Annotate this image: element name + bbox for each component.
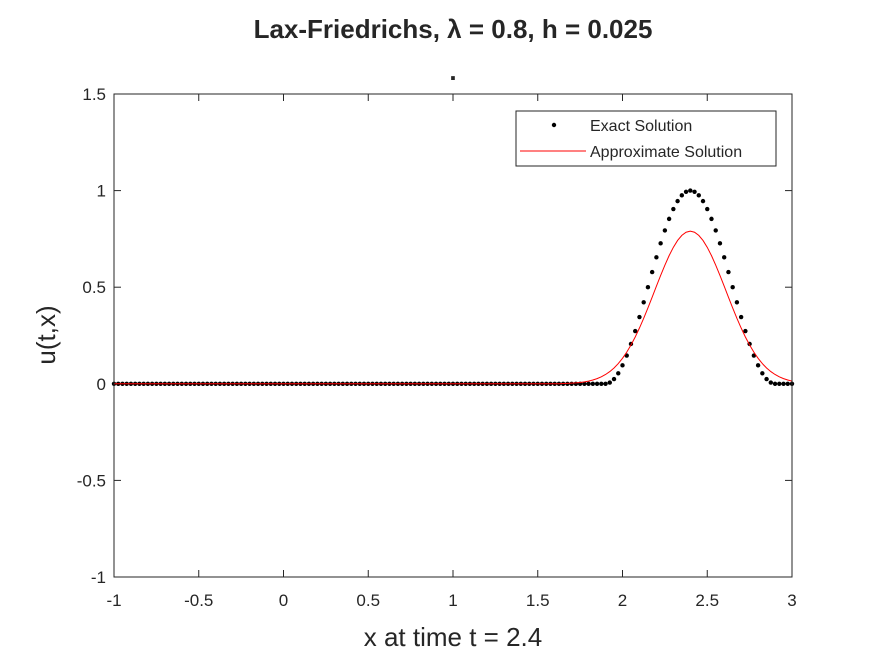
data-point bbox=[722, 255, 727, 260]
data-point bbox=[649, 269, 655, 275]
data-point bbox=[607, 380, 612, 385]
y-tick-label: -0.5 bbox=[77, 471, 106, 490]
data-point bbox=[777, 381, 782, 386]
data-point bbox=[586, 381, 591, 386]
x-tick-label: 0 bbox=[279, 591, 288, 610]
data-point bbox=[692, 189, 697, 194]
x-tick-label: 0.5 bbox=[356, 591, 380, 610]
legend-label: Exact Solution bbox=[590, 118, 692, 135]
data-point bbox=[658, 241, 663, 246]
data-point bbox=[671, 206, 676, 212]
data-point bbox=[594, 381, 600, 386]
data-point bbox=[760, 371, 765, 376]
data-point bbox=[730, 285, 735, 290]
data-point bbox=[738, 314, 744, 320]
legend-label: Approximate Solution bbox=[590, 144, 742, 161]
data-point bbox=[637, 314, 642, 320]
x-tick-label: 2 bbox=[618, 591, 627, 610]
data-point bbox=[641, 300, 646, 305]
legend-marker bbox=[551, 122, 557, 128]
data-point bbox=[781, 381, 786, 386]
data-point bbox=[666, 216, 672, 222]
data-point bbox=[713, 228, 718, 233]
chart-title-line: . bbox=[449, 56, 456, 86]
chart-title: Lax-Friedrichs, λ = 0.8, h = 0.025 bbox=[254, 14, 653, 44]
x-tick-label: -1 bbox=[106, 591, 121, 610]
data-point bbox=[620, 363, 625, 368]
data-point bbox=[709, 216, 714, 222]
y-tick-label: 1 bbox=[97, 182, 106, 201]
y-tick-label: 0.5 bbox=[82, 278, 106, 297]
data-point bbox=[700, 198, 706, 204]
data-point bbox=[696, 193, 701, 198]
plot-area bbox=[114, 94, 792, 577]
data-point bbox=[683, 189, 689, 194]
data-point bbox=[743, 328, 748, 334]
data-point bbox=[772, 381, 778, 386]
data-point bbox=[755, 363, 761, 368]
data-point bbox=[616, 371, 621, 376]
legend-box bbox=[515, 110, 777, 167]
data-point bbox=[611, 376, 617, 382]
data-point bbox=[679, 193, 685, 198]
data-point bbox=[633, 328, 638, 334]
data-point bbox=[675, 198, 680, 204]
data-point bbox=[726, 269, 731, 275]
data-point bbox=[590, 381, 596, 386]
x-axis-label: x at time t = 2.4 bbox=[364, 622, 542, 652]
data-point bbox=[768, 380, 774, 385]
data-point bbox=[734, 300, 740, 305]
axes-box bbox=[113, 93, 793, 578]
data-point bbox=[654, 255, 659, 260]
y-axis-label: u(t,x) bbox=[31, 305, 61, 364]
x-tick-label: 2.5 bbox=[695, 591, 719, 610]
x-tick-label: 3 bbox=[787, 591, 796, 610]
data-point bbox=[717, 241, 723, 246]
data-point bbox=[785, 381, 790, 386]
data-point bbox=[569, 381, 574, 386]
data-point bbox=[645, 285, 651, 290]
y-tick-label: 0 bbox=[97, 375, 106, 394]
y-tick-label: -1 bbox=[91, 568, 106, 587]
data-point bbox=[662, 228, 668, 233]
x-tick-label: 1 bbox=[448, 591, 457, 610]
data-line bbox=[114, 230, 793, 385]
data-point bbox=[764, 376, 769, 382]
x-tick-label: -0.5 bbox=[184, 591, 213, 610]
x-tick-label: 1.5 bbox=[526, 591, 550, 610]
data-point bbox=[582, 381, 587, 386]
data-point bbox=[603, 381, 608, 386]
y-tick-label: 1.5 bbox=[82, 85, 106, 104]
data-point bbox=[705, 206, 710, 212]
data-point bbox=[599, 381, 604, 386]
data-point bbox=[688, 188, 693, 193]
